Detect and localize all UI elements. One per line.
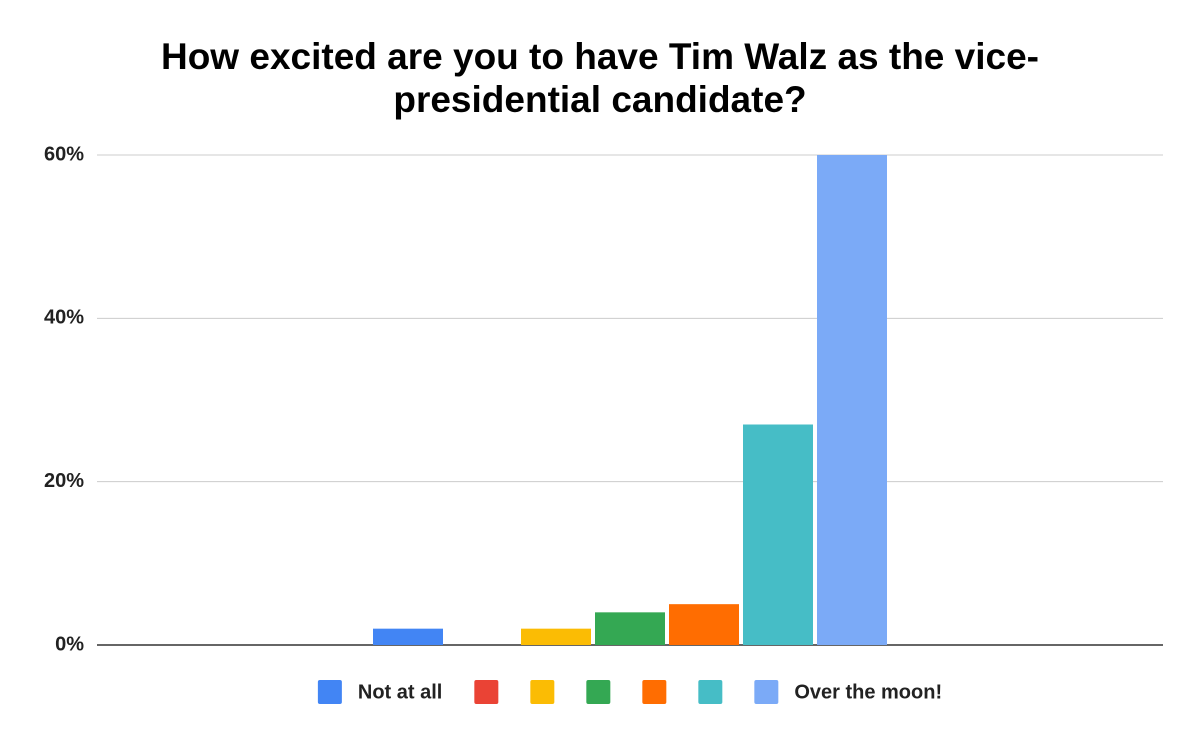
legend-swatch [317,680,342,704]
bar [521,628,591,645]
legend-swatch [754,680,779,704]
legend-swatch [698,680,723,704]
y-tick-label: 40% [44,307,84,329]
bar [373,628,443,645]
legend-swatch [530,680,555,704]
y-tick-label: 60% [44,143,84,165]
y-tick-label: 20% [44,470,84,492]
legend-label: Not at all [358,681,442,703]
legend-label: Over the moon! [794,681,942,703]
legend-swatch [474,680,499,704]
chart-title: How excited are you to have Tim Walz as … [160,36,1039,120]
bar [669,604,739,645]
legend-swatch [586,680,611,704]
bar [817,155,887,645]
bar [595,612,665,645]
bar [743,424,813,645]
legend-swatch [642,680,667,704]
y-tick-label: 0% [55,633,84,655]
